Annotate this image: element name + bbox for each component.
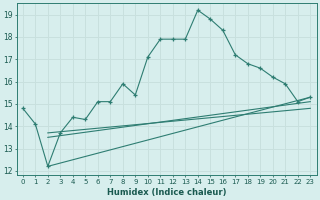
X-axis label: Humidex (Indice chaleur): Humidex (Indice chaleur) — [107, 188, 226, 197]
